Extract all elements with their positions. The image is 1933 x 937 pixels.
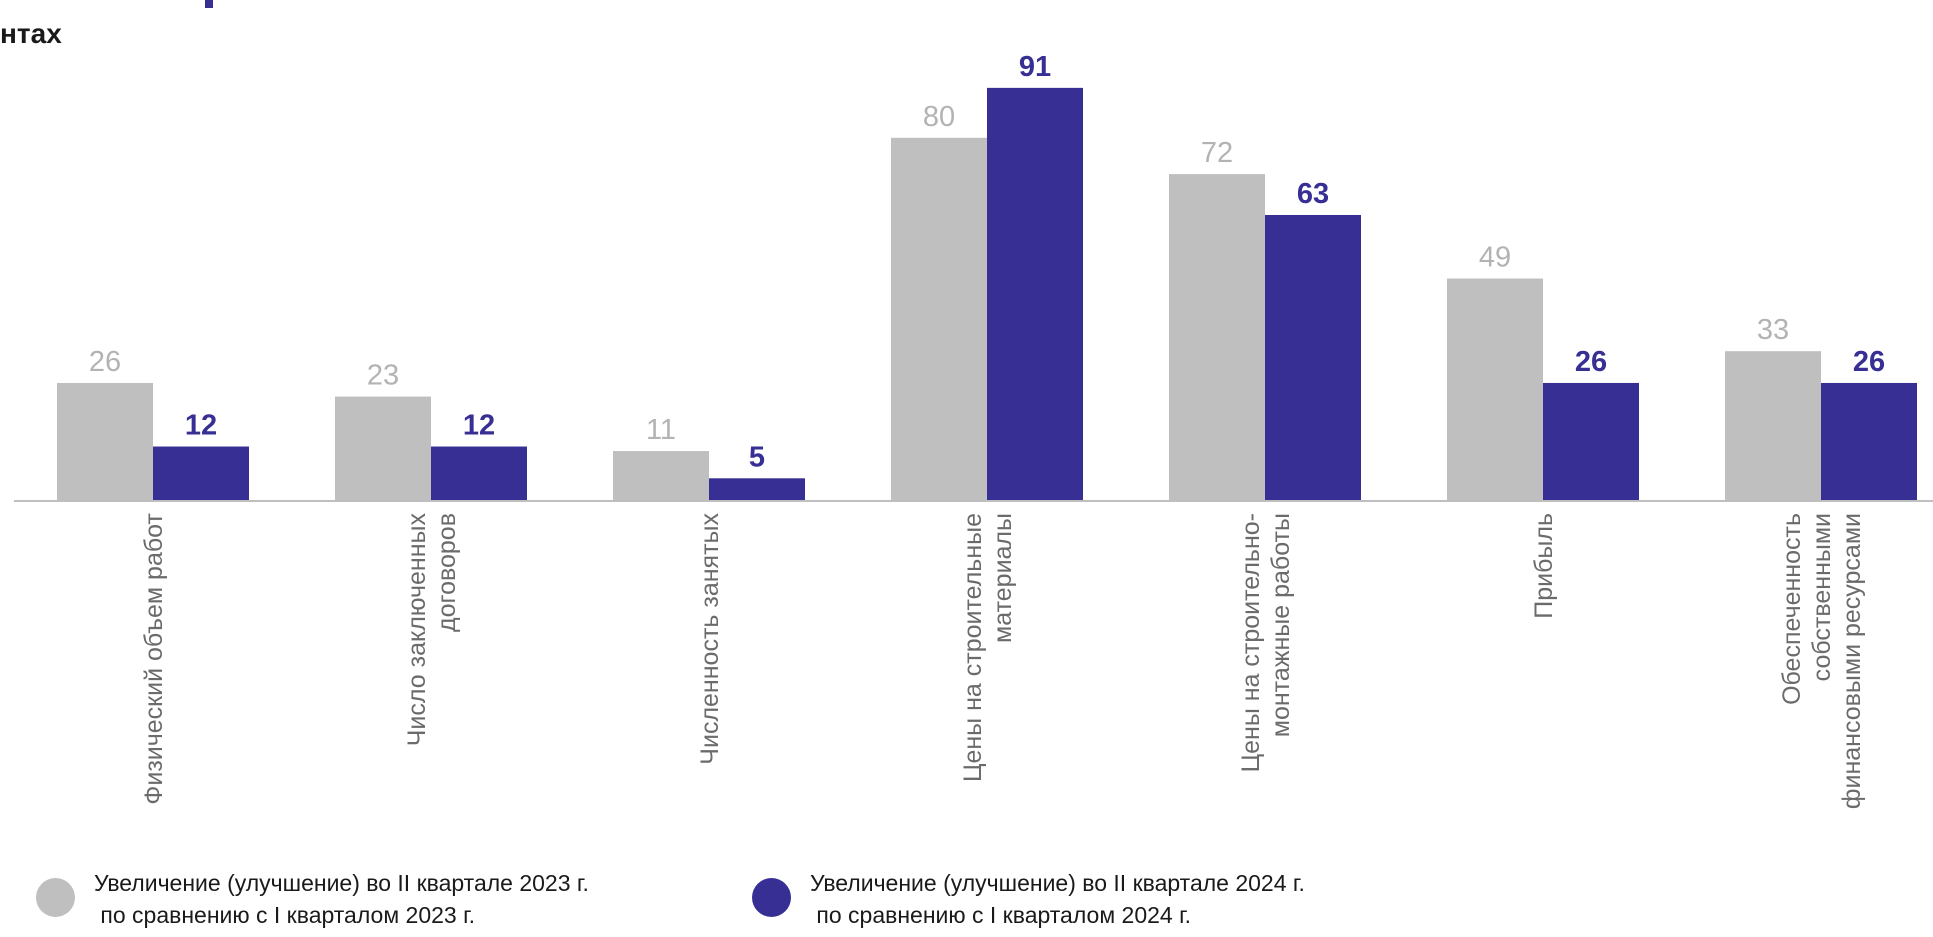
data-label-2023-5: 72 [1201,137,1233,169]
title-accent-mark [205,0,213,8]
category-label-цены-на-строительные-материалы: Цены на строительныематериалы [959,513,1017,782]
data-label-2024-6: 26 [1575,346,1607,378]
bar-2023-5 [1169,174,1265,501]
bar-2023-2 [335,396,431,501]
bar-2024-3 [709,478,805,501]
category-label-численность-занятых: Численность занятых [696,513,724,765]
bar-2023-6 [1447,278,1543,501]
data-label-2024-3: 5 [749,441,765,473]
bar-2024-7 [1821,382,1917,501]
legend-swatch-2024 [752,878,791,917]
bar-2023-4 [891,137,987,502]
bar-2024-5 [1265,214,1361,502]
bar-chart: 26 12 Физический объем работ 23 12 Число закл… [14,51,1933,809]
chart-subtitle-fragment: нтах [0,18,62,49]
bar-2024-2 [431,446,527,501]
category-label-обеспеченность-собственными-финансовыми-ресурсами: Обеспеченностьсобственнымифинансовыми ре… [1778,513,1866,809]
data-label-2023-2: 23 [367,360,399,392]
data-label-2023-1: 26 [89,346,121,378]
data-label-2024-4: 91 [1019,51,1051,83]
category-label-прибыль: Прибыль [1530,513,1558,619]
data-label-2023-7: 33 [1757,314,1789,346]
data-label-2023-3: 11 [646,414,676,446]
data-label-2023-6: 49 [1479,242,1511,274]
category-label-цены-на-строительно-монтажные-работы: Цены на строительно-монтажные работы [1237,513,1295,772]
data-label-2024-1: 12 [185,410,217,442]
bar-2024-1 [153,446,249,501]
bar-2023-7 [1725,351,1821,501]
data-label-2024-5: 63 [1297,178,1329,210]
legend-label-2023: Увеличение (улучшение) во II квартале 20… [94,870,589,928]
legend-swatch-2023 [36,878,75,917]
data-label-2023-4: 80 [923,101,955,133]
category-label-физический-объем-работ: Физический объем работ [140,512,168,804]
legend-label-2024: Увеличение (улучшение) во II квартале 20… [810,870,1305,928]
category-label-число-заключенных-договоров: Число заключенныхдоговоров [403,513,461,747]
bar-2024-4 [987,87,1083,502]
bar-2024-6 [1543,382,1639,501]
data-label-2024-7: 26 [1853,346,1885,378]
bar-2023-1 [57,382,153,501]
data-label-2024-2: 12 [463,410,495,442]
bar-2023-3 [613,451,709,501]
